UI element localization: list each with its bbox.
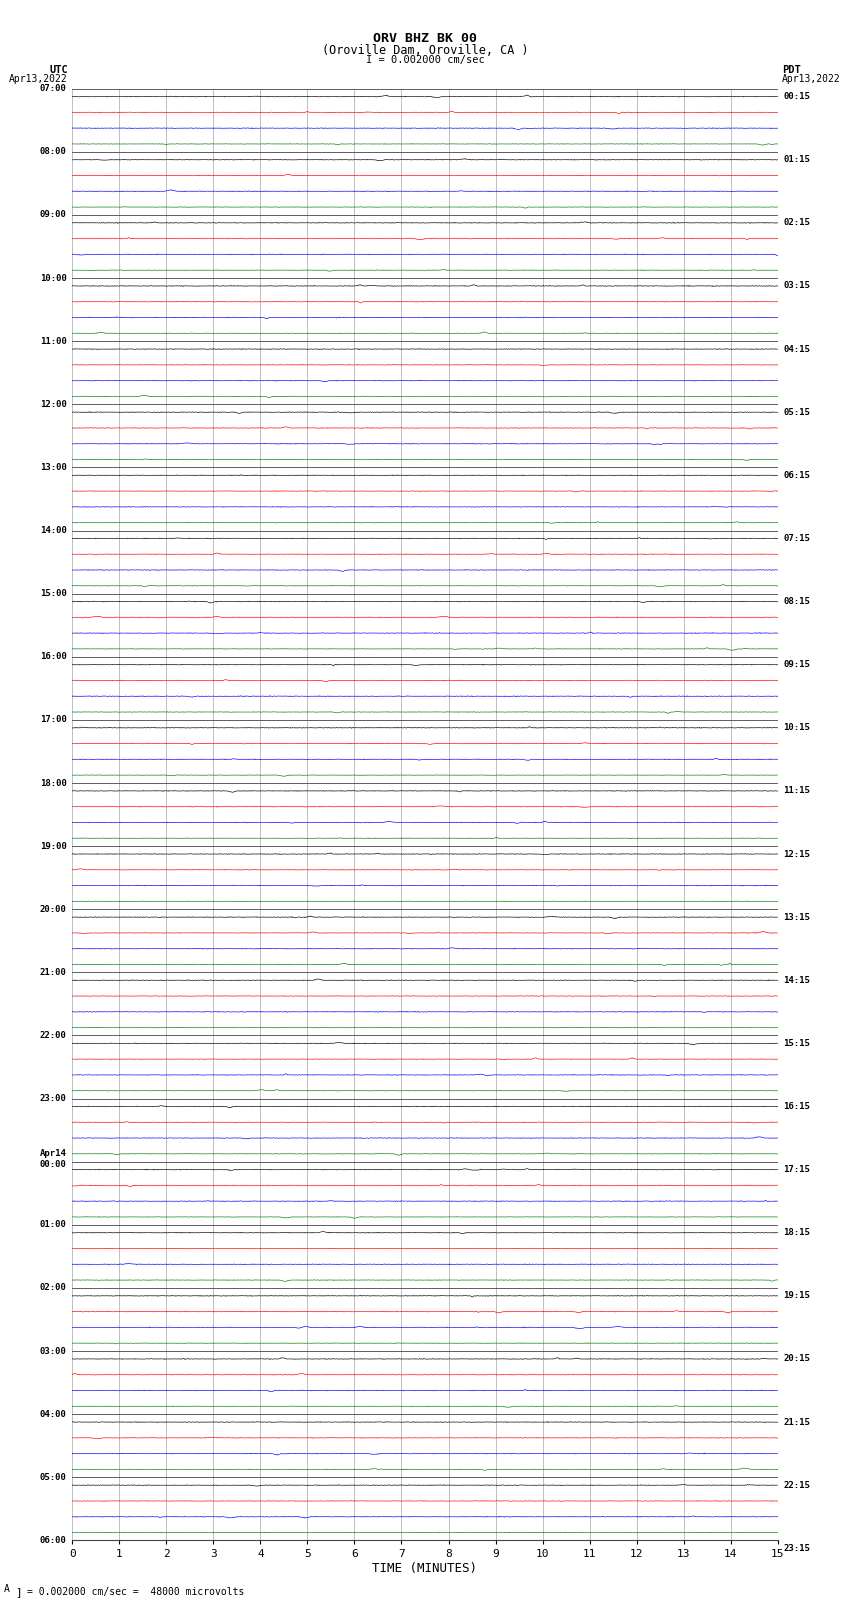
Text: 14:00: 14:00 bbox=[40, 526, 66, 536]
Text: 03:00: 03:00 bbox=[40, 1347, 66, 1355]
Text: 23:15: 23:15 bbox=[784, 1544, 810, 1553]
Text: 12:15: 12:15 bbox=[784, 850, 810, 858]
Text: 06:15: 06:15 bbox=[784, 471, 810, 479]
Text: 10:15: 10:15 bbox=[784, 723, 810, 732]
Text: Apr13,2022: Apr13,2022 bbox=[782, 74, 841, 84]
Text: 18:15: 18:15 bbox=[784, 1227, 810, 1237]
Text: = 0.002000 cm/sec =  48000 microvolts: = 0.002000 cm/sec = 48000 microvolts bbox=[27, 1587, 245, 1597]
Text: UTC: UTC bbox=[49, 65, 68, 74]
Text: 00:00: 00:00 bbox=[40, 1160, 66, 1169]
Text: 04:00: 04:00 bbox=[40, 1410, 66, 1419]
Text: 11:00: 11:00 bbox=[40, 337, 66, 345]
Text: 01:15: 01:15 bbox=[784, 155, 810, 165]
Text: 03:15: 03:15 bbox=[784, 281, 810, 290]
Text: 21:00: 21:00 bbox=[40, 968, 66, 977]
X-axis label: TIME (MINUTES): TIME (MINUTES) bbox=[372, 1563, 478, 1576]
Text: 12:00: 12:00 bbox=[40, 400, 66, 408]
Text: 21:15: 21:15 bbox=[784, 1418, 810, 1426]
Text: 13:15: 13:15 bbox=[784, 913, 810, 921]
Text: 20:00: 20:00 bbox=[40, 905, 66, 913]
Text: Apr13,2022: Apr13,2022 bbox=[9, 74, 68, 84]
Text: 17:15: 17:15 bbox=[784, 1165, 810, 1174]
Text: 16:00: 16:00 bbox=[40, 652, 66, 661]
Text: Apr14: Apr14 bbox=[40, 1148, 66, 1158]
Text: 23:00: 23:00 bbox=[40, 1094, 66, 1103]
Text: A: A bbox=[4, 1584, 10, 1594]
Text: 18:00: 18:00 bbox=[40, 779, 66, 787]
Text: 15:15: 15:15 bbox=[784, 1039, 810, 1048]
Text: 07:15: 07:15 bbox=[784, 534, 810, 544]
Text: 02:15: 02:15 bbox=[784, 218, 810, 227]
Text: 00:15: 00:15 bbox=[784, 92, 810, 102]
Text: 04:15: 04:15 bbox=[784, 345, 810, 353]
Text: 14:15: 14:15 bbox=[784, 976, 810, 986]
Text: ]: ] bbox=[15, 1587, 22, 1597]
Text: 13:00: 13:00 bbox=[40, 463, 66, 473]
Text: 19:15: 19:15 bbox=[784, 1292, 810, 1300]
Text: 22:15: 22:15 bbox=[784, 1481, 810, 1490]
Text: 19:00: 19:00 bbox=[40, 842, 66, 850]
Text: 16:15: 16:15 bbox=[784, 1102, 810, 1111]
Text: (Oroville Dam, Oroville, CA ): (Oroville Dam, Oroville, CA ) bbox=[321, 44, 529, 56]
Text: 10:00: 10:00 bbox=[40, 274, 66, 282]
Text: 01:00: 01:00 bbox=[40, 1221, 66, 1229]
Text: 02:00: 02:00 bbox=[40, 1284, 66, 1292]
Text: 11:15: 11:15 bbox=[784, 787, 810, 795]
Text: 08:15: 08:15 bbox=[784, 597, 810, 606]
Text: I = 0.002000 cm/sec: I = 0.002000 cm/sec bbox=[366, 55, 484, 65]
Text: 09:15: 09:15 bbox=[784, 660, 810, 669]
Text: PDT: PDT bbox=[782, 65, 801, 74]
Text: 08:00: 08:00 bbox=[40, 147, 66, 156]
Text: 09:00: 09:00 bbox=[40, 210, 66, 219]
Text: 05:15: 05:15 bbox=[784, 408, 810, 416]
Text: 22:00: 22:00 bbox=[40, 1031, 66, 1040]
Text: 07:00: 07:00 bbox=[40, 84, 66, 94]
Text: 17:00: 17:00 bbox=[40, 716, 66, 724]
Text: 15:00: 15:00 bbox=[40, 589, 66, 598]
Text: ORV BHZ BK 00: ORV BHZ BK 00 bbox=[373, 32, 477, 45]
Text: 20:15: 20:15 bbox=[784, 1355, 810, 1363]
Text: 05:00: 05:00 bbox=[40, 1473, 66, 1482]
Text: 06:00: 06:00 bbox=[40, 1536, 66, 1545]
